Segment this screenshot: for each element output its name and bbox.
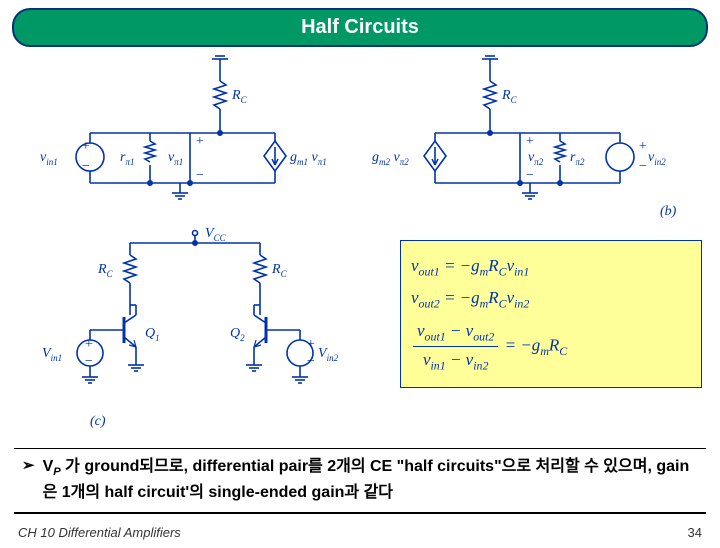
svg-text:−: − bbox=[195, 168, 204, 183]
svg-text:−: − bbox=[306, 354, 315, 369]
svg-text:RC: RC bbox=[231, 88, 248, 105]
svg-text:−: − bbox=[525, 168, 534, 183]
svg-text:RC: RC bbox=[271, 262, 288, 279]
eq1: vout1 = −gmRCvin1 bbox=[411, 253, 691, 281]
svg-text:−: − bbox=[84, 354, 93, 369]
circuit-c: VCC RC RC Q1 Q2 Vin1 + − Vin2 + − (c) bbox=[30, 225, 360, 445]
svg-text:gm1 vπ1: gm1 vπ1 bbox=[290, 150, 327, 167]
svg-text:+: + bbox=[195, 134, 204, 149]
bullet-text: VP 가 ground되므로, differential pair를 2개의 C… bbox=[43, 455, 698, 504]
svg-text:vin1: vin1 bbox=[40, 150, 58, 167]
bullet-marker: ➢ bbox=[22, 455, 35, 477]
svg-text:+: + bbox=[81, 139, 90, 154]
eq3: vout1 − vout2 vin1 − vin2 = −gmRC bbox=[411, 318, 691, 376]
svg-text:rπ1: rπ1 bbox=[120, 150, 134, 167]
svg-text:vπ2: vπ2 bbox=[528, 150, 544, 167]
svg-text:(c): (c) bbox=[90, 414, 106, 429]
content-area: vin1 + − rπ1 + vπ1 − gm1 vπ1 RC RC gm2 v… bbox=[20, 55, 700, 455]
svg-text:RC: RC bbox=[97, 262, 114, 279]
circuit-b: vin1 + − rπ1 + vπ1 − gm1 vπ1 RC RC gm2 v… bbox=[20, 55, 700, 215]
svg-text:rπ2: rπ2 bbox=[570, 150, 585, 167]
svg-text:+: + bbox=[525, 134, 534, 149]
svg-text:+: + bbox=[638, 139, 647, 154]
slide-title: Half Circuits bbox=[12, 8, 708, 47]
svg-text:Vin1: Vin1 bbox=[42, 346, 62, 363]
bullet-item: ➢ VP 가 ground되므로, differential pair를 2개의… bbox=[22, 455, 698, 504]
svg-text:−: − bbox=[81, 159, 90, 174]
eq2: vout2 = −gmRCvin2 bbox=[411, 285, 691, 313]
equations-box: vout1 = −gmRCvin1 vout2 = −gmRCvin2 vout… bbox=[400, 240, 702, 388]
svg-text:Vin2: Vin2 bbox=[318, 346, 339, 363]
svg-text:vin2: vin2 bbox=[648, 150, 666, 167]
svg-text:gm2 vπ2: gm2 vπ2 bbox=[372, 150, 409, 167]
svg-text:Q1: Q1 bbox=[145, 326, 160, 343]
svg-text:Q2: Q2 bbox=[230, 326, 245, 343]
svg-text:+: + bbox=[306, 337, 315, 352]
svg-text:−: − bbox=[638, 159, 647, 174]
svg-text:vπ1: vπ1 bbox=[168, 150, 183, 167]
svg-text:(b): (b) bbox=[660, 204, 677, 219]
bullet-box: ➢ VP 가 ground되므로, differential pair를 2개의… bbox=[14, 448, 706, 514]
svg-text:+: + bbox=[84, 337, 93, 352]
svg-text:RC: RC bbox=[501, 88, 518, 105]
chapter-label: CH 10 Differential Amplifiers bbox=[18, 525, 181, 540]
page-number: 34 bbox=[688, 525, 702, 540]
svg-text:VCC: VCC bbox=[205, 226, 227, 243]
footer: CH 10 Differential Amplifiers 34 bbox=[18, 525, 702, 540]
